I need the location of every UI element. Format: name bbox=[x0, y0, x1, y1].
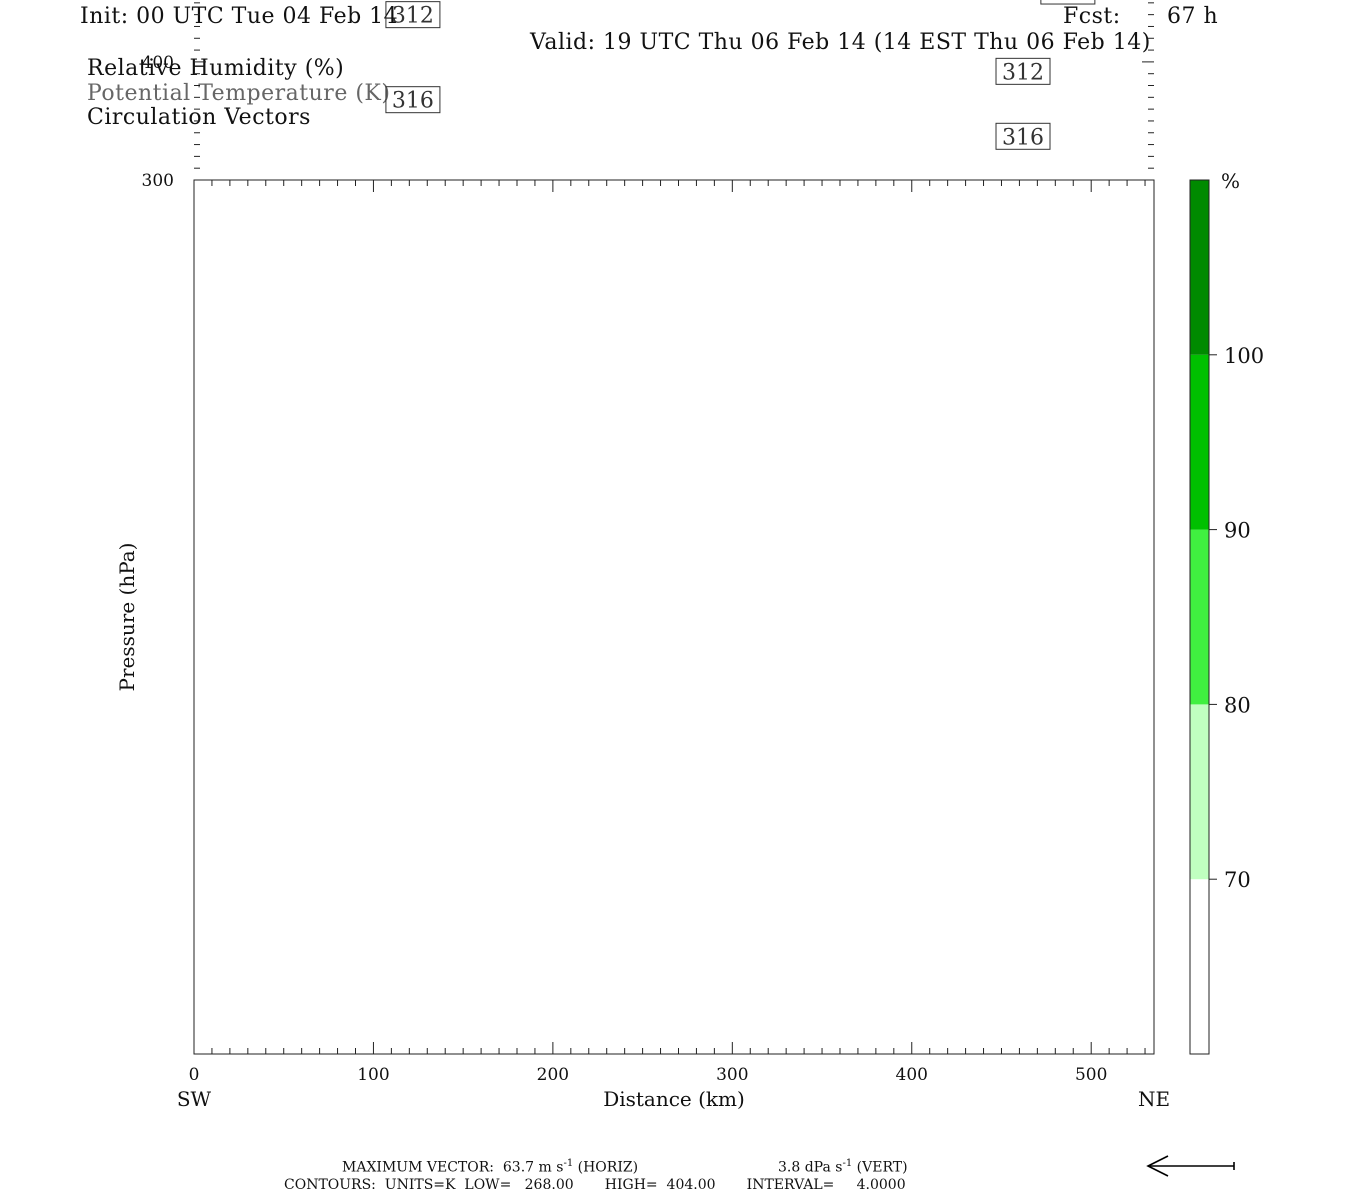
x-tick-label: 100 bbox=[357, 1065, 389, 1085]
field-potential-temperature: Potential Temperature (K) bbox=[87, 81, 391, 106]
colorbar-band bbox=[1190, 879, 1209, 1054]
circulation-vector bbox=[284, 53, 356, 67]
y-tick-label: 300 bbox=[142, 171, 174, 191]
y-axis-title: Pressure (hPa) bbox=[115, 543, 139, 692]
contour-label: 308 bbox=[1040, 0, 1096, 5]
contour-label: 316 bbox=[385, 86, 441, 114]
forecast-hour: 67 h bbox=[1167, 4, 1219, 29]
plot-frame bbox=[193, 179, 1155, 1055]
colorbar-tick-label: 70 bbox=[1224, 868, 1251, 892]
contour-label: 316 bbox=[995, 122, 1051, 150]
circulation-vector bbox=[894, 53, 966, 67]
svg-text:312: 312 bbox=[392, 4, 434, 29]
max-vertical-vector-line: 3.8 dPa s-1 (VERT) bbox=[778, 1158, 908, 1176]
colorbar-frame bbox=[1189, 179, 1210, 1055]
circulation-vector bbox=[284, 116, 365, 130]
contour-label: 312 bbox=[385, 1, 441, 29]
max-vector-label: MAXIMUM VECTOR: bbox=[342, 1159, 494, 1176]
x-axis-right-label: NE bbox=[1138, 1087, 1170, 1111]
theta-contour-320-0 bbox=[194, 153, 1154, 179]
valid-time: Valid: 19 UTC Thu 06 Feb 14 (14 EST Thu … bbox=[530, 30, 1151, 55]
circulation-vector bbox=[370, 53, 442, 67]
colorbar-band bbox=[1190, 529, 1209, 705]
max-vertical-vector: 3.8 dPa s bbox=[778, 1159, 843, 1176]
field-relative-humidity: Relative Humidity (%) bbox=[87, 56, 345, 81]
init-time: Init: 00 UTC Tue 04 Feb 14 bbox=[80, 4, 399, 29]
x-axis-title: Distance (km) bbox=[603, 1087, 745, 1111]
circulation-vector bbox=[806, 116, 887, 130]
circulation-vector bbox=[544, 53, 616, 67]
max-vector-arrow-icon bbox=[1146, 1155, 1235, 1177]
circulation-vector bbox=[194, 116, 275, 130]
circulation-vector bbox=[194, 53, 266, 67]
colorbar-band bbox=[1190, 704, 1209, 880]
svg-text:316: 316 bbox=[1002, 125, 1044, 150]
x-tick-label: 0 bbox=[189, 1065, 200, 1085]
x-tick-label: 400 bbox=[896, 1065, 928, 1085]
x-tick-label: 500 bbox=[1075, 1065, 1107, 1085]
theta-contour-308-3 bbox=[194, 0, 1154, 3]
circulation-vector bbox=[370, 116, 451, 130]
svg-text:316: 316 bbox=[392, 89, 434, 114]
max-vector-line: MAXIMUM VECTOR: 63.7 m s-1 (HORIZ) bbox=[342, 1158, 638, 1176]
svg-text:312: 312 bbox=[1002, 60, 1044, 85]
circulation-vector bbox=[458, 116, 539, 130]
colorbar-band bbox=[1190, 180, 1209, 355]
circulation-vector bbox=[1068, 53, 1140, 67]
circulation-vector bbox=[1068, 116, 1149, 130]
circulation-vector bbox=[806, 53, 878, 67]
svg-text:308: 308 bbox=[1047, 0, 1089, 5]
colorbar-unit: % bbox=[1221, 169, 1240, 193]
circulation-vector bbox=[718, 53, 790, 67]
circulation-vector bbox=[894, 116, 975, 130]
contours-info: CONTOURS: UNITS=K LOW= 268.00 HIGH= 404.… bbox=[284, 1177, 906, 1193]
colorbar-tick-label: 100 bbox=[1224, 344, 1264, 368]
colorbar-band bbox=[1190, 354, 1209, 530]
circulation-vector bbox=[718, 116, 799, 130]
rh-region-70-0 bbox=[194, 114, 347, 156]
horiz-exponent: -1 bbox=[563, 1158, 574, 1169]
forecast-label: Fcst: bbox=[1063, 4, 1121, 29]
max-horizontal-vector: 63.7 m s bbox=[502, 1159, 564, 1176]
horiz-tag: (HORIZ) bbox=[577, 1159, 639, 1176]
x-tick-label: 200 bbox=[537, 1065, 569, 1085]
colorbar-tick-label: 90 bbox=[1224, 519, 1251, 543]
circulation-vector bbox=[544, 116, 625, 130]
circulation-vector bbox=[458, 53, 530, 67]
y-tick-label: 400 bbox=[142, 53, 174, 73]
vert-exponent: -1 bbox=[842, 1158, 853, 1169]
vert-tag: (VERT) bbox=[856, 1159, 908, 1176]
contour-label: 312 bbox=[995, 57, 1051, 85]
circulation-vector bbox=[632, 116, 713, 130]
x-axis-left-label: SW bbox=[177, 1087, 212, 1111]
circulation-vector bbox=[632, 53, 704, 67]
field-circulation-vectors: Circulation Vectors bbox=[87, 105, 311, 130]
colorbar-tick-label: 80 bbox=[1224, 693, 1251, 717]
x-tick-label: 300 bbox=[716, 1065, 748, 1085]
